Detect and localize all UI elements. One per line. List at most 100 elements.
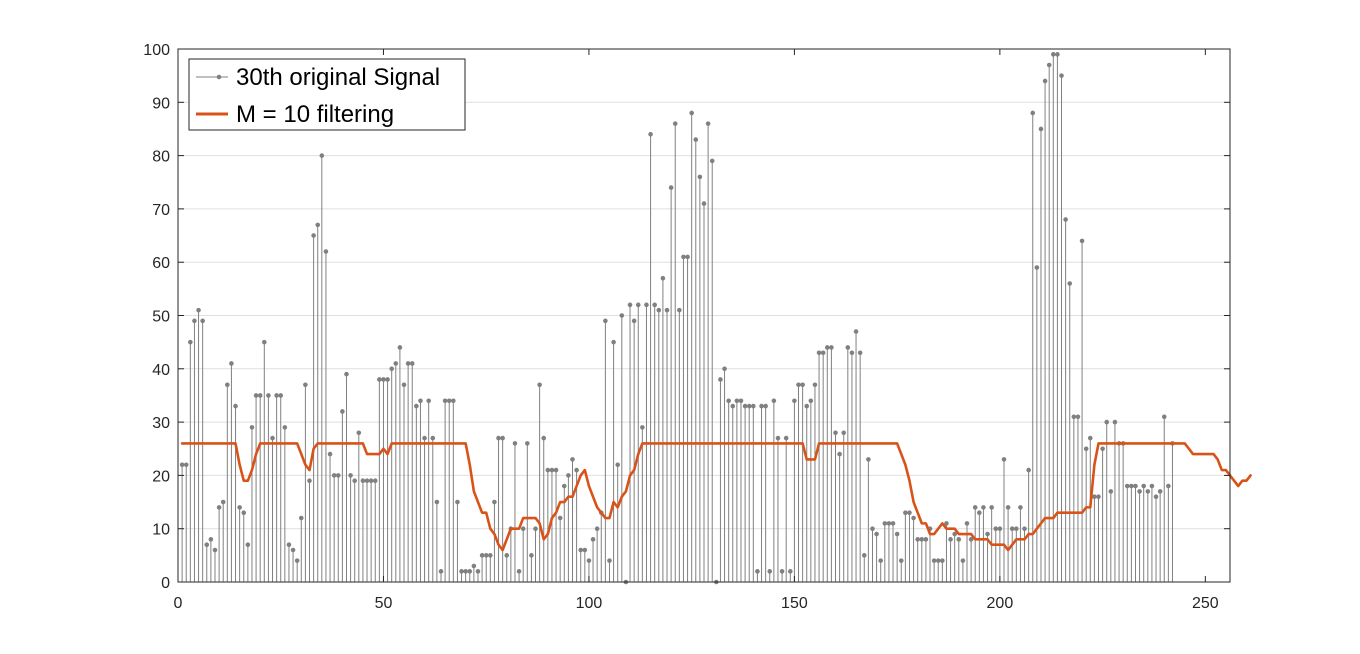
stem-point <box>368 478 374 582</box>
stem-point <box>298 515 304 582</box>
stem-point <box>993 526 999 582</box>
stem-point <box>968 537 974 582</box>
stem-point <box>1083 446 1089 582</box>
stem-point <box>409 361 415 582</box>
stem-point <box>804 403 810 582</box>
stem-point <box>709 158 715 582</box>
stem-point <box>352 478 358 582</box>
stem-point <box>401 382 407 582</box>
stem-point <box>808 398 814 582</box>
stem-point <box>1145 489 1151 582</box>
stem-point <box>566 473 571 582</box>
stem-point <box>537 382 542 582</box>
y-tick-label: 40 <box>152 362 170 379</box>
stem-point <box>331 473 337 582</box>
stem-point <box>829 345 834 582</box>
stem-point <box>845 345 851 582</box>
stem-point <box>1055 52 1060 582</box>
stem-point <box>923 537 929 582</box>
stem-point <box>241 510 247 582</box>
stem-point <box>483 553 489 582</box>
y-tick-label: 70 <box>152 202 170 219</box>
stem-point <box>701 201 707 582</box>
stem-point <box>779 569 785 582</box>
stem-point <box>204 542 210 582</box>
stem-point <box>229 361 234 582</box>
stem-point <box>479 553 485 582</box>
stem-point <box>1001 457 1007 582</box>
stem-point <box>533 526 538 582</box>
stem-point <box>426 398 431 582</box>
y-axis-ticks: 0 10 20 30 40 50 60 70 80 90 100 <box>143 42 1230 592</box>
stem-point <box>672 121 678 582</box>
stem-point <box>1092 494 1097 582</box>
stem-point <box>1096 494 1101 582</box>
stem-point <box>286 542 292 582</box>
stem-point <box>783 435 789 582</box>
stem-point <box>919 537 925 582</box>
x-tick-label: 0 <box>174 595 183 612</box>
stem-point <box>1133 483 1138 582</box>
stem-point <box>890 521 896 582</box>
stem-point <box>1153 494 1159 582</box>
stem-point <box>911 515 916 582</box>
stem-point <box>1157 489 1163 582</box>
stem-point <box>894 531 900 582</box>
stem-point <box>796 382 801 582</box>
stem-point <box>393 361 399 582</box>
stem-point <box>307 478 312 582</box>
stem-point <box>730 403 736 582</box>
stem-point <box>857 350 863 582</box>
stem-point <box>261 339 267 582</box>
stem-point <box>635 302 641 582</box>
stem-point <box>726 398 731 582</box>
stem-point <box>816 350 822 582</box>
legend-label-filtered: M = 10 filtering <box>236 101 394 128</box>
stem-point <box>249 425 255 582</box>
stem-point <box>1009 526 1015 582</box>
y-tick-label: 60 <box>152 255 170 272</box>
legend: 30th original Signal M = 10 filtering <box>188 58 466 131</box>
stem-point <box>446 398 452 582</box>
x-tick-label: 250 <box>1192 595 1219 612</box>
stem-point <box>200 318 205 582</box>
stem-point <box>233 403 238 582</box>
stem-point <box>1100 446 1105 582</box>
x-axis-ticks: 0 50 100 150 200 250 <box>174 49 1219 612</box>
stem-point <box>578 547 584 582</box>
stem-point <box>915 537 920 582</box>
stem-point <box>1104 419 1110 582</box>
stem-point <box>944 521 949 582</box>
stem-point <box>1063 217 1068 582</box>
stem-point <box>414 403 419 582</box>
stem-point <box>705 121 711 582</box>
stem-point <box>319 153 325 582</box>
stem-point <box>685 254 690 582</box>
stem-point <box>323 249 329 582</box>
stem-point <box>557 515 563 582</box>
stem-point <box>282 425 288 582</box>
stem-point <box>381 377 386 582</box>
stem-point <box>738 398 744 582</box>
stem-point <box>853 329 859 582</box>
stem-point <box>960 558 966 582</box>
stem-point <box>335 473 341 582</box>
stem-point <box>422 435 427 582</box>
x-tick-label: 150 <box>781 595 808 612</box>
stem-point <box>1038 126 1044 582</box>
y-tick-label: 90 <box>152 95 170 112</box>
stem-point <box>767 569 773 582</box>
stem-point <box>935 558 941 582</box>
y-tick-label: 30 <box>152 415 170 432</box>
stem-point <box>496 435 501 582</box>
stem-point <box>903 510 908 582</box>
stem-point <box>434 499 440 582</box>
stem-point <box>681 254 686 582</box>
stem-point <box>619 313 625 582</box>
stem-point <box>1129 483 1134 582</box>
stem-point <box>459 569 464 582</box>
stem-point <box>689 110 694 582</box>
stem-point <box>405 361 411 582</box>
stem-point <box>763 403 768 582</box>
